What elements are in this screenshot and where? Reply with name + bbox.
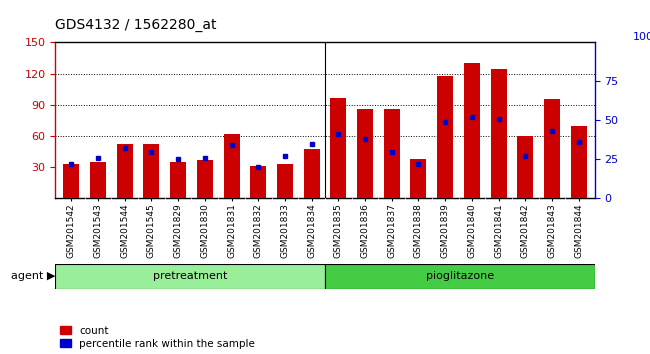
- Bar: [144, 144, 159, 198]
- Text: GSM201834: GSM201834: [307, 204, 316, 258]
- Text: GSM201837: GSM201837: [387, 204, 396, 258]
- Bar: [277, 164, 293, 198]
- Bar: [491, 69, 506, 198]
- Text: GSM201841: GSM201841: [494, 204, 503, 258]
- Text: GSM201838: GSM201838: [414, 204, 423, 258]
- Legend: count, percentile rank within the sample: count, percentile rank within the sample: [60, 326, 255, 349]
- Text: agent ▶: agent ▶: [11, 271, 55, 281]
- Bar: [325, 264, 595, 289]
- Text: GSM201842: GSM201842: [521, 204, 530, 258]
- Bar: [410, 159, 426, 198]
- Bar: [330, 97, 346, 198]
- Bar: [544, 98, 560, 198]
- Text: GSM201832: GSM201832: [254, 204, 263, 258]
- Bar: [357, 109, 373, 198]
- Bar: [464, 63, 480, 198]
- Text: GSM201542: GSM201542: [67, 204, 76, 258]
- Text: GSM201835: GSM201835: [334, 204, 343, 258]
- Text: pretreatment: pretreatment: [153, 271, 228, 281]
- Text: GSM201839: GSM201839: [441, 204, 450, 258]
- Bar: [224, 134, 240, 198]
- Text: GSM201545: GSM201545: [147, 204, 156, 258]
- Bar: [517, 136, 533, 198]
- Text: GSM201844: GSM201844: [574, 204, 583, 258]
- Text: 100%: 100%: [632, 33, 650, 42]
- Text: pioglitazone: pioglitazone: [426, 271, 494, 281]
- Text: GSM201543: GSM201543: [94, 204, 103, 258]
- Bar: [197, 160, 213, 198]
- Bar: [384, 109, 400, 198]
- Text: GSM201840: GSM201840: [467, 204, 476, 258]
- Bar: [250, 166, 266, 198]
- Text: GDS4132 / 1562280_at: GDS4132 / 1562280_at: [55, 18, 216, 32]
- Text: GSM201830: GSM201830: [200, 204, 209, 258]
- Bar: [437, 76, 453, 198]
- Bar: [55, 264, 325, 289]
- Text: GSM201843: GSM201843: [547, 204, 556, 258]
- Bar: [571, 126, 587, 198]
- Bar: [117, 144, 133, 198]
- Text: GSM201833: GSM201833: [280, 204, 289, 258]
- Bar: [170, 162, 186, 198]
- Text: GSM201829: GSM201829: [174, 204, 183, 258]
- Bar: [90, 162, 106, 198]
- Text: GSM201544: GSM201544: [120, 204, 129, 258]
- Text: GSM201836: GSM201836: [361, 204, 370, 258]
- Text: GSM201831: GSM201831: [227, 204, 236, 258]
- Bar: [63, 164, 79, 198]
- Bar: [304, 149, 320, 198]
